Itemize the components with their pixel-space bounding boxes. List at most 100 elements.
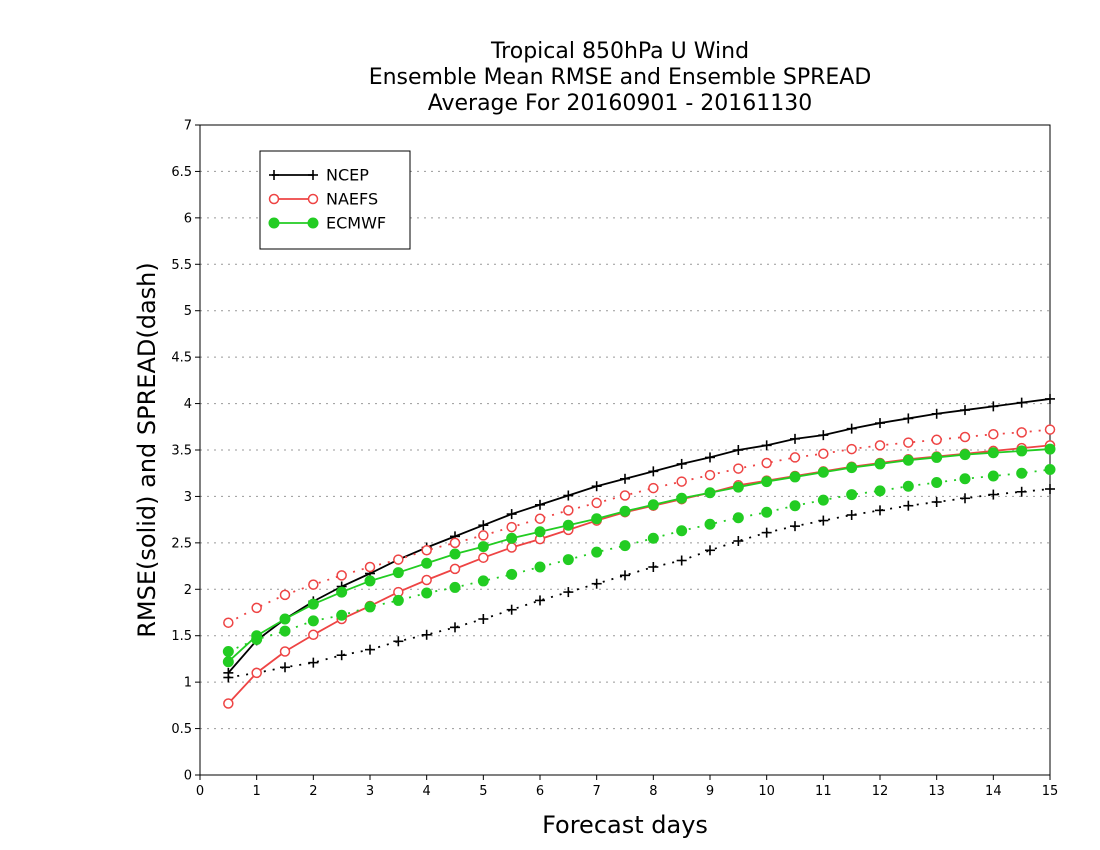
point-ncep-rmse-24 xyxy=(903,413,914,424)
point-ecmwf-rmse-16 xyxy=(676,492,688,504)
point-ecmwf-rmse-9 xyxy=(477,541,489,553)
point-ncep-spread-5 xyxy=(365,644,375,655)
point-naefs-spread-22 xyxy=(846,443,857,455)
point-ncep-rmse-9 xyxy=(478,520,489,531)
point-naefs-spread-6 xyxy=(393,554,404,565)
series-line-ecmwf-spread xyxy=(227,468,1051,653)
point-naefs-spread-27 xyxy=(988,428,999,440)
legend-label-naefs: NAEFS xyxy=(326,190,378,209)
point-naefs-spread-12 xyxy=(563,505,574,516)
point-ncep-spread-18 xyxy=(733,536,744,546)
legend-marker-start-naefs xyxy=(268,193,280,205)
point-ecmwf-spread-9 xyxy=(477,575,489,587)
point-ncep-rmse-27 xyxy=(988,401,999,412)
point-ecmwf-spread-12 xyxy=(562,554,574,566)
point-ecmwf-rmse-15 xyxy=(647,499,659,511)
grid-lines xyxy=(200,170,1050,730)
point-naefs-rmse-10 xyxy=(506,542,517,553)
point-ncep-rmse-13 xyxy=(591,481,602,492)
x-tick-label-2: 2 xyxy=(309,784,317,799)
x-tick-label-1: 1 xyxy=(253,784,261,799)
point-ecmwf-spread-26 xyxy=(959,473,971,485)
point-ncep-rmse-28 xyxy=(1016,397,1027,408)
point-naefs-spread-4 xyxy=(336,570,347,581)
chart-title: Tropical 850hPa U Wind Ensemble Mean RMS… xyxy=(369,39,872,116)
point-naefs-spread-29 xyxy=(1044,424,1056,435)
legend-marker-end-ncep xyxy=(308,170,318,180)
legend-label-ecmwf: ECMWF xyxy=(326,214,386,233)
point-ncep-spread-20 xyxy=(790,521,800,532)
y-axis-tick-labels: 0 0.5 1 1.5 2 2.5 3 3.5 4 4.5 5 5.5 6 6.5 7 xyxy=(171,119,192,784)
point-ecmwf-rmse-19 xyxy=(761,476,773,488)
point-naefs-spread-21 xyxy=(818,448,829,459)
y-tick-label-8: 4 xyxy=(184,397,192,412)
point-ecmwf-spread-5 xyxy=(364,601,376,613)
point-ncep-spread-7 xyxy=(421,629,432,640)
x-tick-label-7: 7 xyxy=(593,784,601,799)
point-ecmwf-spread-27 xyxy=(987,470,999,482)
legend-label-ncep: NCEP xyxy=(326,166,369,185)
y-tick-label-6: 3 xyxy=(184,490,192,505)
point-ecmwf-rmse-24 xyxy=(902,454,914,466)
x-tick-label-11: 11 xyxy=(815,784,832,799)
point-naefs-rmse-3 xyxy=(308,629,319,641)
chart-title-line-2: Ensemble Mean RMSE and Ensemble SPREAD xyxy=(369,65,872,90)
point-ncep-rmse-16 xyxy=(676,458,687,469)
point-naefs-spread-26 xyxy=(959,431,971,443)
point-ncep-spread-27 xyxy=(988,489,999,500)
point-ncep-rmse-17 xyxy=(705,452,715,463)
point-ecmwf-rmse-6 xyxy=(392,567,404,579)
point-ecmwf-spread-10 xyxy=(506,568,518,580)
point-ecmwf-rmse-14 xyxy=(619,505,631,517)
point-ncep-rmse-26 xyxy=(960,405,970,416)
legend-marker-end-ecmwf xyxy=(307,217,319,229)
point-ncep-spread-16 xyxy=(676,555,687,566)
legend-marker-start-ecmwf xyxy=(268,217,280,229)
point-ecmwf-rmse-25 xyxy=(931,451,943,463)
x-tick-label-5: 5 xyxy=(479,784,487,799)
point-naefs-spread-24 xyxy=(903,437,914,448)
point-naefs-spread-28 xyxy=(1016,427,1027,438)
point-ecmwf-rmse-17 xyxy=(704,487,716,499)
point-naefs-spread-0 xyxy=(223,617,234,628)
point-ecmwf-spread-4 xyxy=(336,609,348,621)
point-ncep-rmse-20 xyxy=(790,433,800,444)
point-ecmwf-rmse-7 xyxy=(421,557,433,569)
point-naefs-spread-8 xyxy=(449,537,461,549)
x-tick-label-13: 13 xyxy=(928,784,945,799)
point-ncep-spread-28 xyxy=(1016,486,1027,497)
point-naefs-spread-19 xyxy=(761,457,772,469)
point-naefs-spread-23 xyxy=(874,440,886,451)
point-ecmwf-spread-6 xyxy=(392,594,404,606)
point-ecmwf-rmse-1 xyxy=(251,630,263,642)
point-naefs-spread-15 xyxy=(648,482,659,494)
point-ecmwf-rmse-21 xyxy=(817,466,829,478)
x-tick-label-8: 8 xyxy=(649,784,657,799)
point-naefs-spread-2 xyxy=(279,589,291,601)
point-naefs-rmse-9 xyxy=(478,552,489,563)
series-line-naefs-rmse xyxy=(227,444,1051,705)
point-ecmwf-rmse-13 xyxy=(591,513,603,525)
point-ecmwf-spread-8 xyxy=(449,581,461,593)
point-ecmwf-spread-21 xyxy=(817,494,829,506)
legend-marker-end-naefs xyxy=(307,193,319,205)
axis-ticks xyxy=(195,124,1051,780)
point-ncep-spread-25 xyxy=(931,497,942,507)
point-ecmwf-rmse-29 xyxy=(1044,443,1056,455)
point-ncep-spread-8 xyxy=(450,622,460,633)
y-tick-label-9: 4.5 xyxy=(171,351,192,366)
x-tick-label-3: 3 xyxy=(366,784,374,799)
x-tick-label-12: 12 xyxy=(872,784,889,799)
series-line-naefs-spread xyxy=(227,428,1051,624)
point-ecmwf-spread-3 xyxy=(307,615,319,627)
x-tick-label-6: 6 xyxy=(536,784,544,799)
point-ecmwf-spread-7 xyxy=(421,587,433,599)
point-ecmwf-spread-29 xyxy=(1044,464,1056,475)
point-naefs-spread-18 xyxy=(733,463,744,474)
series-line-ncep-spread xyxy=(228,488,1051,679)
point-ncep-spread-19 xyxy=(761,527,772,538)
point-naefs-spread-16 xyxy=(676,476,687,487)
point-ecmwf-rmse-2 xyxy=(279,613,291,625)
point-ecmwf-rmse-12 xyxy=(562,519,574,531)
